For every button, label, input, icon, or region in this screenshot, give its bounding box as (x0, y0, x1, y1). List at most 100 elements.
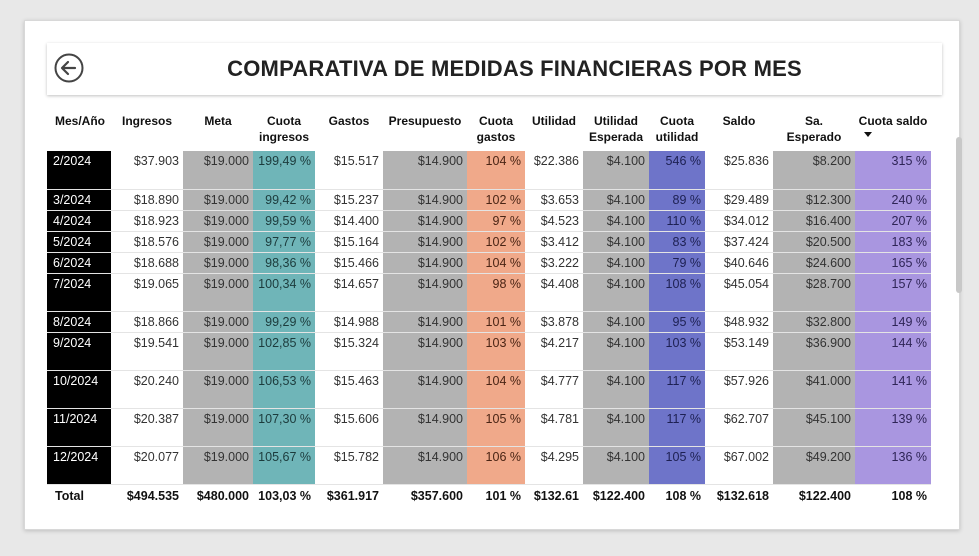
col-header-cuota-saldo[interactable]: Cuota saldo (855, 109, 931, 151)
table-cell: $4.100 (583, 370, 649, 409)
table-cell: $3.412 (525, 231, 583, 253)
table-cell: $19.000 (183, 231, 253, 253)
table-cell: $14.900 (383, 311, 467, 333)
table-cell: $20.077 (111, 446, 183, 485)
col-header-mes[interactable]: Mes/Año (55, 114, 106, 128)
table-cell: 100,34 % (253, 273, 315, 312)
table-cell: $40.646 (705, 252, 773, 274)
table-cell: 103 % (467, 332, 525, 371)
table-cell: $14.900 (383, 332, 467, 371)
table-cell: 3/2024 (47, 189, 111, 211)
col-header-cuota-utilidad[interactable]: Cuota utilidad (655, 114, 699, 144)
table-row[interactable]: 6/2024 $18.688 $19.000 98,36 % $15.466 $14.90… (47, 252, 931, 274)
col-header-sa-esperado[interactable]: Sa. Esperado (786, 114, 842, 144)
table-cell: 103 % (649, 332, 705, 371)
table-cell: $15.782 (315, 446, 383, 485)
col-header-meta[interactable]: Meta (204, 114, 232, 128)
table-cell: 157 % (855, 273, 931, 312)
back-button[interactable] (53, 52, 85, 84)
table-cell: $34.012 (705, 210, 773, 232)
col-header-presupuesto[interactable]: Presupuesto (388, 114, 462, 128)
table-cell: 106 % (467, 446, 525, 485)
table-cell: 105 % (467, 408, 525, 447)
table-cell: 97 % (467, 210, 525, 232)
table-row[interactable]: 10/2024 $20.240 $19.000 106,53 % $15.463 $14.… (47, 370, 931, 409)
table-cell: $25.836 (705, 151, 773, 190)
table-cell: $4.781 (525, 408, 583, 447)
table-cell: 102 % (467, 231, 525, 253)
page-title: COMPARATIVA DE MEDIDAS FINANCIERAS POR M… (227, 56, 802, 81)
table-cell: $14.900 (383, 370, 467, 409)
table-cell: 144 % (855, 332, 931, 371)
table-cell: $18.688 (111, 252, 183, 274)
table-cell: $14.900 (383, 210, 467, 232)
table-cell: 136 % (855, 446, 931, 485)
table-cell: $15.324 (315, 332, 383, 371)
table-cell: $18.890 (111, 189, 183, 211)
table-cell: $14.900 (383, 408, 467, 447)
table-cell: $15.164 (315, 231, 383, 253)
table-cell: $4.100 (583, 332, 649, 371)
table-cell: 104 % (467, 370, 525, 409)
financial-table-container: Mes/Año Ingresos Meta Cuota ingresos Gas… (47, 109, 942, 505)
table-cell: 546 % (649, 151, 705, 190)
table-cell: $37.903 (111, 151, 183, 190)
table-cell: $14.900 (383, 151, 467, 190)
table-cell: $3.222 (525, 252, 583, 274)
table-row[interactable]: 8/2024 $18.866 $19.000 99,29 % $14.988 $14.90… (47, 311, 931, 333)
total-cell: $132.618 (525, 484, 583, 505)
table-cell: $4.100 (583, 151, 649, 190)
table-cell: $32.800 (773, 311, 855, 333)
table-cell: 102 % (467, 189, 525, 211)
table-cell: $62.707 (705, 408, 773, 447)
table-cell: $12.300 (773, 189, 855, 211)
table-cell: 4/2024 (47, 210, 111, 232)
table-row[interactable]: 3/2024 $18.890 $19.000 99,42 % $15.237 $14.90… (47, 189, 931, 211)
col-header-saldo[interactable]: Saldo (722, 114, 756, 128)
table-cell: 5/2024 (47, 231, 111, 253)
table-cell: $4.408 (525, 273, 583, 312)
table-row[interactable]: 4/2024 $18.923 $19.000 99,59 % $14.400 $14.90… (47, 210, 931, 232)
col-header-utilidad[interactable]: Utilidad (532, 114, 576, 128)
table-row[interactable]: 7/2024 $19.065 $19.000 100,34 % $14.657 $14.9… (47, 273, 931, 312)
table-cell: $20.387 (111, 408, 183, 447)
table-cell: $19.000 (183, 311, 253, 333)
table-cell: 107,30 % (253, 408, 315, 447)
table-cell: 165 % (855, 252, 931, 274)
table-row[interactable]: 5/2024 $18.576 $19.000 97,77 % $15.164 $14.90… (47, 231, 931, 253)
back-arrow-circle-icon (54, 53, 84, 83)
total-cell: $122.400 (583, 484, 649, 505)
table-cell: 83 % (649, 231, 705, 253)
table-cell: $4.217 (525, 332, 583, 371)
col-header-cuota-ingresos[interactable]: Cuota ingresos (258, 114, 309, 144)
col-header-gastos[interactable]: Gastos (328, 114, 370, 128)
table-cell: $4.100 (583, 273, 649, 312)
table-cell: $19.000 (183, 151, 253, 190)
table-row[interactable]: 2/2024 $37.903 $19.000 199,49 % $15.517 $14.9… (47, 151, 931, 190)
table-cell: $15.606 (315, 408, 383, 447)
sort-descending-icon (864, 132, 872, 137)
table-cell: $15.237 (315, 189, 383, 211)
col-header-utilidad-esperada[interactable]: Utilidad Esperada (588, 114, 644, 144)
col-header-ingresos[interactable]: Ingresos (121, 114, 172, 128)
table-cell: 12/2024 (47, 446, 111, 485)
table-cell: $14.988 (315, 311, 383, 333)
table-row[interactable]: 9/2024 $19.541 $19.000 102,85 % $15.324 $14.9… (47, 332, 931, 371)
table-row[interactable]: 11/2024 $20.387 $19.000 107,30 % $15.606 $14.… (47, 408, 931, 447)
table-cell: $3.878 (525, 311, 583, 333)
table-cell: $18.923 (111, 210, 183, 232)
table-cell: 89 % (649, 189, 705, 211)
table-cell: $8.200 (773, 151, 855, 190)
table-cell: $19.000 (183, 370, 253, 409)
vertical-scrollbar[interactable] (956, 137, 962, 293)
table-cell: $4.100 (583, 252, 649, 274)
table-cell: $4.100 (583, 210, 649, 232)
total-cell: 101 % (467, 484, 525, 505)
table-row[interactable]: 12/2024 $20.077 $19.000 105,67 % $15.782 $14.… (47, 446, 931, 485)
table-cell: 99,29 % (253, 311, 315, 333)
table-cell: 141 % (855, 370, 931, 409)
col-header-cuota-gastos[interactable]: Cuota gastos (476, 114, 516, 144)
table-cell: $14.900 (383, 252, 467, 274)
table-cell: 97,77 % (253, 231, 315, 253)
table-cell: $19.065 (111, 273, 183, 312)
